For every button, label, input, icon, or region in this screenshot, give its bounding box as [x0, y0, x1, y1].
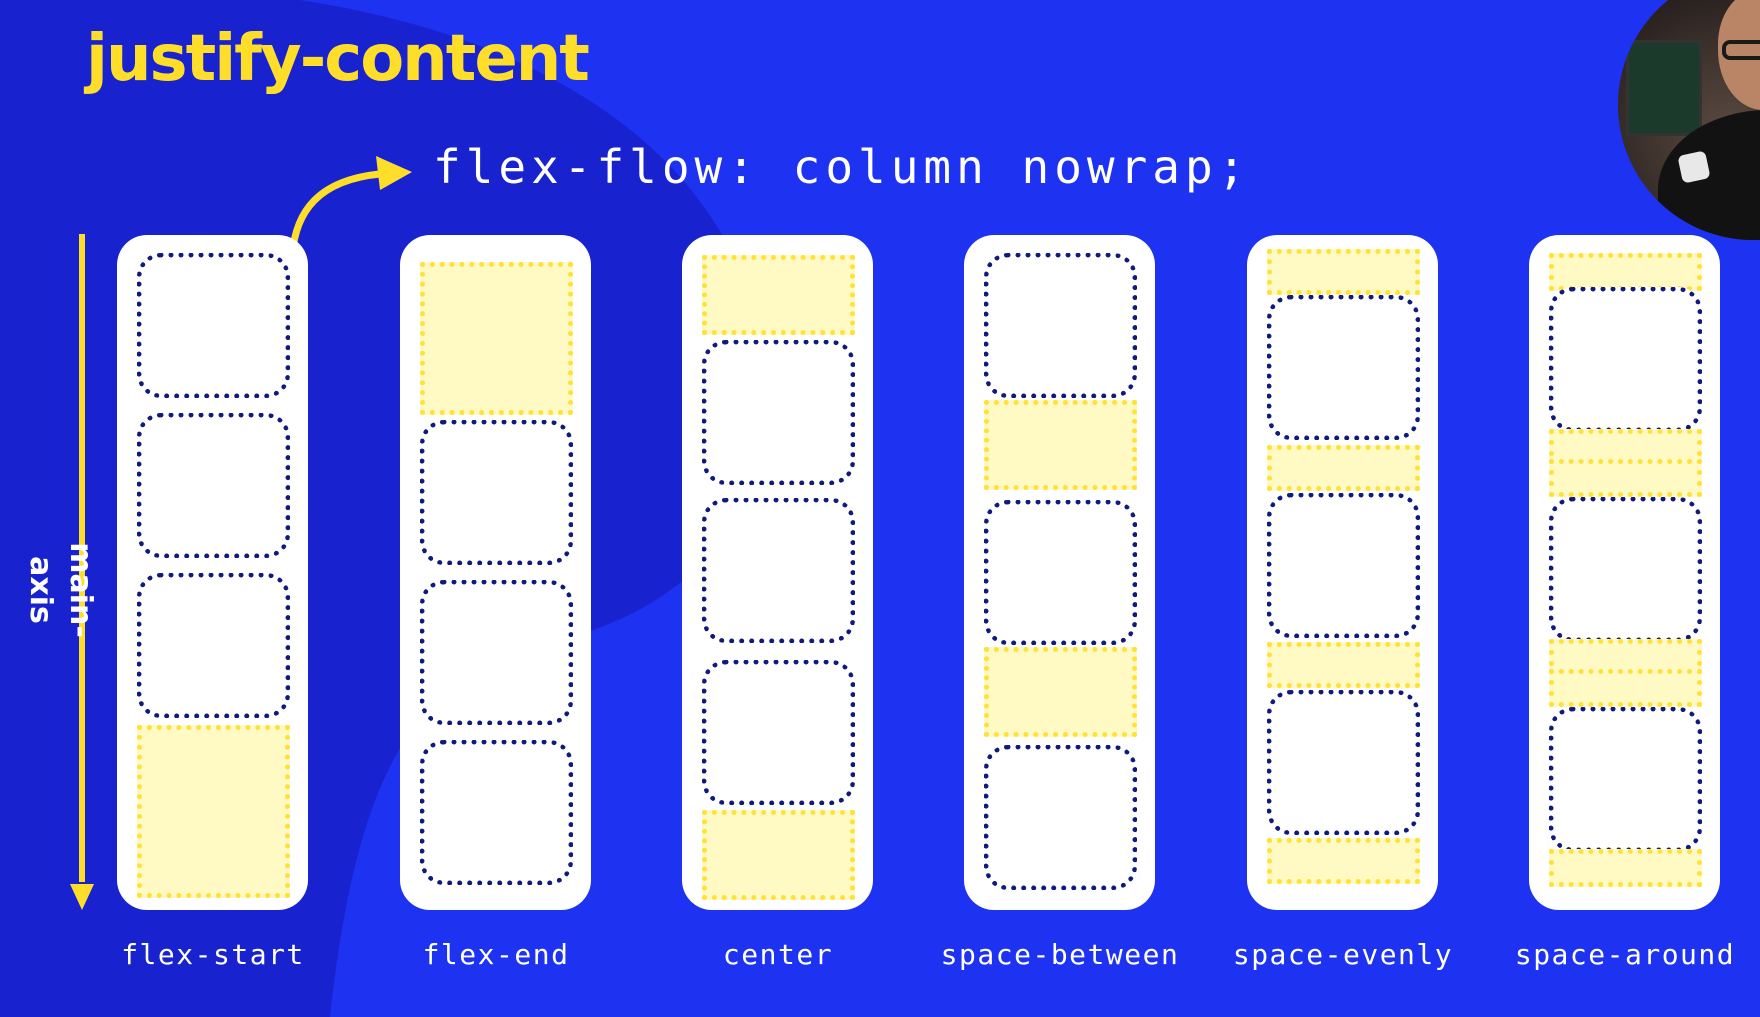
free-space [1267, 838, 1420, 884]
flex-item [1549, 707, 1702, 852]
label-space-around: space-around [1514, 938, 1736, 971]
container-space-evenly [1247, 235, 1438, 910]
flex-item [1549, 497, 1702, 642]
flex-item [1267, 295, 1420, 440]
container-space-around [1529, 235, 1720, 910]
free-space [1549, 849, 1702, 887]
flex-item [420, 580, 573, 725]
free-space [1549, 669, 1702, 707]
flex-item [137, 253, 290, 398]
flex-item [984, 500, 1137, 645]
flex-item [702, 340, 855, 485]
flex-item [420, 420, 573, 565]
container-space-between [964, 235, 1155, 910]
main-axis-arrow-icon [70, 234, 94, 910]
label-space-evenly: space-evenly [1232, 938, 1454, 971]
label-flex-end: flex-end [422, 938, 570, 971]
main-axis-label: main-axis [23, 542, 98, 638]
flex-item [137, 573, 290, 718]
free-space [1267, 445, 1420, 491]
free-space [420, 262, 573, 415]
free-space [984, 647, 1137, 737]
flex-item [984, 253, 1137, 398]
label-space-between: space-between [940, 938, 1180, 971]
flex-item [1267, 493, 1420, 638]
label-flex-start: flex-start [121, 938, 305, 971]
free-space [1267, 642, 1420, 688]
container-flex-start [117, 235, 308, 910]
free-space [984, 400, 1137, 490]
flex-item [702, 498, 855, 643]
page-title: justify-content [86, 22, 590, 96]
flex-item [1549, 287, 1702, 432]
free-space [1549, 253, 1702, 291]
container-center [682, 235, 873, 910]
flex-item [984, 745, 1137, 890]
background-monitor [1626, 40, 1702, 136]
flex-item [702, 660, 855, 805]
flex-item [420, 740, 573, 885]
glasses [1722, 40, 1760, 60]
free-space [137, 725, 290, 898]
free-space [702, 255, 855, 335]
shirt-logo-icon [1677, 150, 1711, 184]
flex-item [1267, 690, 1420, 835]
code-snippet: flex-flow: column nowrap; [433, 140, 1251, 194]
free-space [1549, 459, 1702, 497]
flex-item [137, 413, 290, 558]
free-space [702, 810, 855, 900]
container-flex-end [400, 235, 591, 910]
free-space [1267, 249, 1420, 295]
label-center: center [722, 938, 834, 971]
